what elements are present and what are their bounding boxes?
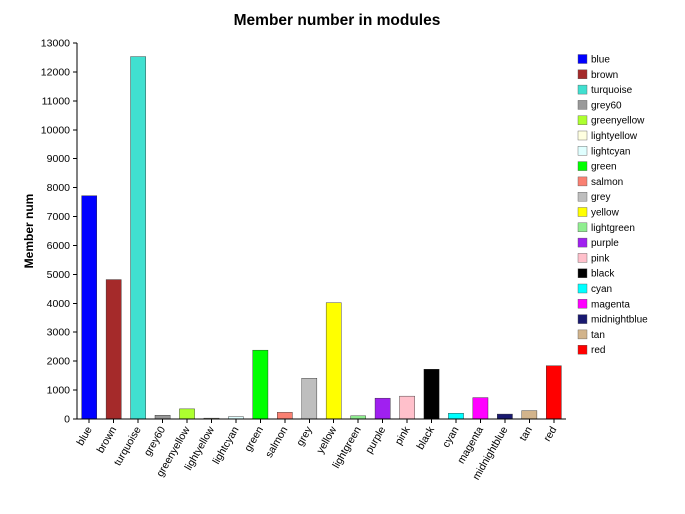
x-axis: blue brownturquoisegrey60greenyellowlight… [75, 418, 566, 482]
legend-label: blue [591, 55, 610, 66]
y-tick-label: 1000 [47, 385, 71, 397]
x-tick-label: yellow [314, 424, 339, 456]
legend-swatch-pink [577, 253, 588, 263]
legend-swatch-salmon [577, 176, 588, 187]
y-axis: 0 1000 2000 3000 4000 5000 6000 7000 8000 9000 100… [41, 38, 78, 426]
y-tick-label: 3000 [47, 327, 71, 339]
x-tick-label: black [414, 424, 437, 452]
legend-label: midnightblue [591, 315, 648, 326]
x-tick-label: brown [95, 424, 120, 455]
legend-swatch-green [577, 161, 588, 171]
legend-swatch-red [577, 345, 588, 355]
bar-pink [399, 395, 415, 420]
bar-salmon [277, 412, 293, 420]
legend-swatch-cyan [577, 283, 588, 294]
bar-yellow [325, 302, 342, 420]
legend-swatch-purple [577, 237, 588, 248]
bar-purple [374, 397, 391, 420]
legend-label: magenta [591, 299, 630, 310]
y-tick-label: 9000 [47, 153, 71, 165]
x-tick-label: tan [517, 424, 535, 443]
bar-greenyellow [179, 408, 195, 420]
legend-label: yellow [591, 208, 620, 219]
legend-swatch-turquoise [577, 84, 588, 95]
legend-swatch-blue [577, 54, 588, 64]
legend-label: turquoise [591, 85, 633, 96]
legend-label: green [591, 162, 617, 173]
legend-label: pink [591, 253, 610, 264]
bar-tan [521, 410, 538, 420]
legend-swatch-black [577, 268, 588, 278]
legend-swatch-midnightblue [577, 314, 588, 324]
x-tick-label: grey [294, 424, 315, 448]
x-tick-label: cyan [440, 424, 462, 449]
y-tick-label: 2000 [47, 356, 71, 368]
bar-blue [81, 195, 98, 420]
legend-label: cyan [591, 284, 612, 295]
legend-label: greenyellow [591, 116, 645, 127]
bar-magenta [472, 397, 489, 420]
legend-swatch-greenyellow [577, 115, 588, 125]
x-tick-label: blue [75, 424, 95, 447]
x-tick-label: salmon [263, 424, 290, 459]
y-tick-label: 11000 [42, 95, 71, 107]
bar-grey60 [154, 415, 171, 420]
x-tick-label: grey60 [142, 424, 169, 458]
bar-cyan [448, 413, 464, 420]
bar-midnightblue [497, 413, 513, 420]
legend-label: grey [591, 192, 610, 203]
legend-label: lightcyan [591, 146, 630, 157]
legend-label: grey60 [591, 100, 622, 111]
y-tick-label: 4000 [47, 298, 71, 310]
y-tick-label: 0 [64, 414, 70, 426]
y-tick-label: 8000 [47, 182, 71, 194]
legend-label: tan [591, 330, 605, 341]
bar-turquoise [130, 56, 146, 420]
y-tick-label: 13000 [41, 38, 70, 50]
x-tick-label: green [242, 424, 266, 453]
legend-label: purple [591, 238, 619, 249]
bar-red [545, 365, 562, 420]
legend-swatch-brown [577, 69, 588, 80]
y-tick-label: 6000 [47, 240, 71, 252]
legend-label: brown [591, 70, 618, 81]
bar-black [423, 369, 440, 420]
y-tick-label: 10000 [41, 124, 70, 136]
legend-swatch-yellow [577, 207, 588, 217]
legend-label: lightgreen [591, 223, 635, 234]
legend-swatch-grey [577, 191, 588, 202]
bars [81, 56, 562, 420]
legend-swatch-magenta [577, 299, 588, 309]
x-tick-label: purple [363, 424, 388, 455]
legend: bluebrownturquoisegrey60greenyellowlight… [577, 54, 648, 356]
bar-grey [301, 378, 318, 420]
x-tick-label: red [541, 424, 559, 443]
legend-swatch-tan [577, 329, 588, 340]
y-tick-label: 12000 [41, 66, 70, 78]
legend-label: red [591, 345, 605, 356]
x-tick-label: pink [393, 424, 413, 447]
y-tick-label: 7000 [47, 211, 71, 223]
legend-label: salmon [591, 177, 623, 188]
legend-swatch-lightyellow [577, 130, 588, 141]
bar-green [252, 349, 269, 420]
legend-label: lightyellow [591, 131, 638, 142]
chart-title: Member number in modules [234, 12, 441, 29]
y-axis-label: Member num [22, 194, 36, 269]
legend-swatch-grey60 [577, 100, 588, 110]
bar-brown [105, 279, 122, 420]
legend-label: black [591, 269, 615, 280]
legend-swatch-lightgreen [577, 222, 588, 233]
y-tick-label: 5000 [47, 269, 71, 281]
legend-swatch-lightcyan [577, 146, 588, 156]
